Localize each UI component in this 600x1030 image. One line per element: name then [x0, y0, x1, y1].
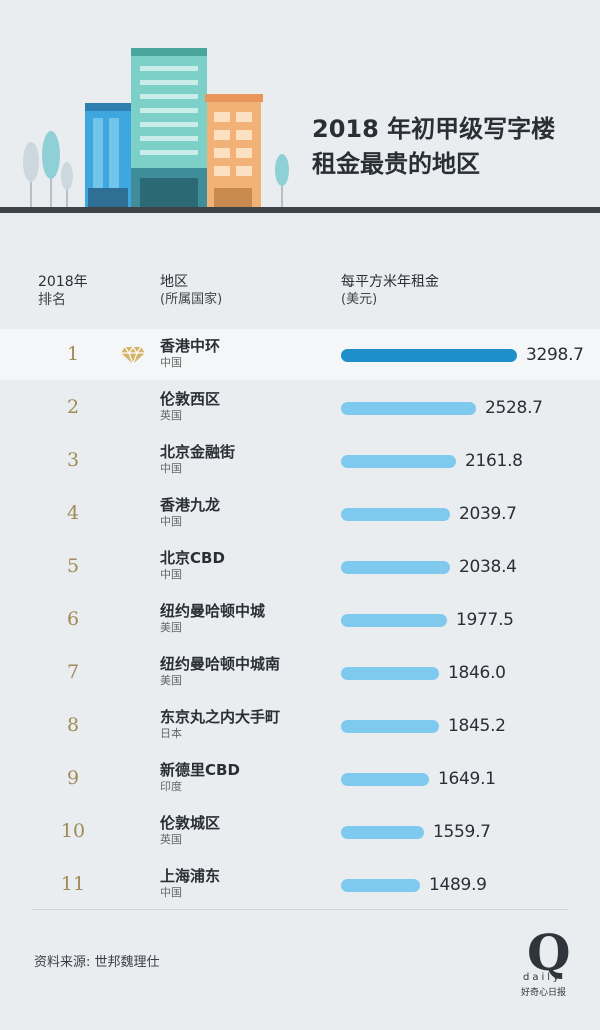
rent-bar: [341, 720, 439, 733]
rank-number: 5: [66, 555, 80, 577]
logo-letter: Q: [527, 923, 571, 982]
table-row: 3 北京金融街 中国 2161.8: [0, 435, 600, 486]
rent-bar: [341, 508, 450, 521]
country-name: 中国: [160, 515, 182, 528]
country-name: 美国: [160, 674, 182, 687]
rent-bar: [341, 455, 456, 468]
header-illustration: [0, 0, 600, 218]
rent-bar: [341, 614, 447, 627]
rank-header-line1: 2018年: [38, 274, 88, 290]
rent-value-label: 2039.7: [459, 504, 517, 524]
country-name: 印度: [160, 780, 182, 793]
area-name: 伦敦城区: [160, 814, 221, 832]
diamond-icon: [121, 345, 145, 365]
rent-bar: [341, 879, 420, 892]
country-name: 日本: [160, 727, 182, 740]
logo-word: daily: [523, 972, 562, 983]
table-row: 5 北京CBD 中国 2038.4: [0, 541, 600, 592]
buildings-illustration: [0, 48, 600, 213]
rent-header-line2: (美元): [341, 292, 378, 307]
table-row: 10 伦敦城区 英国 1559.7: [0, 806, 600, 857]
area-name: 东京丸之内大手町: [160, 708, 281, 726]
table-row: 2 伦敦西区 英国 2528.7: [0, 382, 600, 433]
rent-header-line1: 每平方米年租金: [341, 274, 439, 290]
rent-value-label: 1489.9: [429, 875, 487, 895]
rent-bar: [341, 773, 429, 786]
rent-value-label: 1845.2: [448, 716, 506, 736]
rank-number: 1: [66, 343, 80, 365]
rank-number: 10: [60, 820, 86, 842]
rent-value-label: 1846.0: [448, 663, 506, 683]
table-row: 6 纽约曼哈顿中城 美国 1977.5: [0, 594, 600, 645]
rent-value-label: 2528.7: [485, 398, 543, 418]
qdaily-logo: Q daily 好奇心日报: [521, 923, 571, 999]
area-name: 纽约曼哈顿中城南: [160, 655, 281, 673]
rank-number: 7: [66, 661, 80, 683]
table-row: 1 香港中环 中国 3298.7: [0, 329, 600, 380]
rent-value-label: 1559.7: [433, 822, 491, 842]
area-column-header: 地区 (所属国家): [160, 273, 222, 309]
area-name: 香港九龙: [160, 496, 221, 514]
rank-column-header: 2018年 排名: [38, 273, 88, 309]
table-row: 9 新德里CBD 印度 1649.1: [0, 753, 600, 804]
country-name: 中国: [160, 462, 182, 475]
rank-number: 6: [66, 608, 80, 630]
area-header-line2: (所属国家): [160, 292, 223, 307]
rent-bar: [341, 349, 517, 362]
country-name: 美国: [160, 621, 182, 634]
rank-number: 4: [66, 502, 80, 524]
area-name: 伦敦西区: [160, 390, 221, 408]
area-name: 新德里CBD: [160, 761, 240, 779]
area-name: 纽约曼哈顿中城: [160, 602, 266, 620]
country-name: 中国: [160, 356, 182, 369]
rent-value-label: 1977.5: [456, 610, 514, 630]
page-title: 2018 年初甲级写字楼 租金最贵的地区: [312, 115, 556, 178]
source-note: 资料来源: 世邦魏理仕: [34, 955, 160, 970]
rent-value-label: 2038.4: [459, 557, 517, 577]
footer-divider: [32, 909, 568, 910]
logo-chinese: 好奇心日报: [521, 988, 567, 998]
rank-number: 11: [60, 873, 86, 895]
area-name: 香港中环: [160, 337, 221, 355]
table-row: 7 纽约曼哈顿中城南 美国 1846.0: [0, 647, 600, 698]
rent-column-header: 每平方米年租金 (美元): [341, 273, 439, 309]
rent-bar: [341, 826, 424, 839]
country-name: 中国: [160, 568, 182, 581]
country-name: 英国: [160, 409, 182, 422]
rent-bar: [341, 667, 439, 680]
table-row: 4 香港九龙 中国 2039.7: [0, 488, 600, 539]
rent-bar: [341, 561, 450, 574]
area-name: 北京金融街: [160, 443, 236, 461]
column-headers: 2018年 排名 地区 (所属国家) 每平方米年租金 (美元): [0, 273, 600, 328]
rent-bar: [341, 402, 476, 415]
rank-header-line2: 排名: [38, 292, 66, 308]
country-name: 中国: [160, 886, 182, 899]
rent-value-label: 2161.8: [465, 451, 523, 471]
area-name: 北京CBD: [160, 549, 225, 567]
rent-value-label: 3298.7: [526, 345, 584, 365]
country-name: 英国: [160, 833, 182, 846]
table-row: 8 东京丸之内大手町 日本 1845.2: [0, 700, 600, 751]
rent-value-label: 1649.1: [438, 769, 496, 789]
area-header-line1: 地区: [160, 274, 188, 290]
rank-number: 9: [66, 767, 80, 789]
table-row: 11 上海浦东 中国 1489.9: [0, 859, 600, 910]
rank-number: 2: [66, 396, 80, 418]
area-name: 上海浦东: [160, 867, 221, 885]
rank-number: 8: [66, 714, 80, 736]
rank-number: 3: [66, 449, 80, 471]
